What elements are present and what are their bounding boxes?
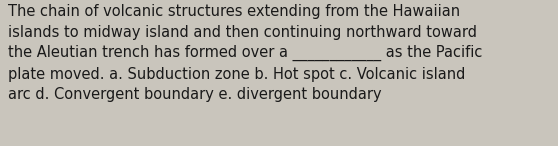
Text: The chain of volcanic structures extending from the Hawaiian
islands to midway i: The chain of volcanic structures extendi… [8,4,482,102]
